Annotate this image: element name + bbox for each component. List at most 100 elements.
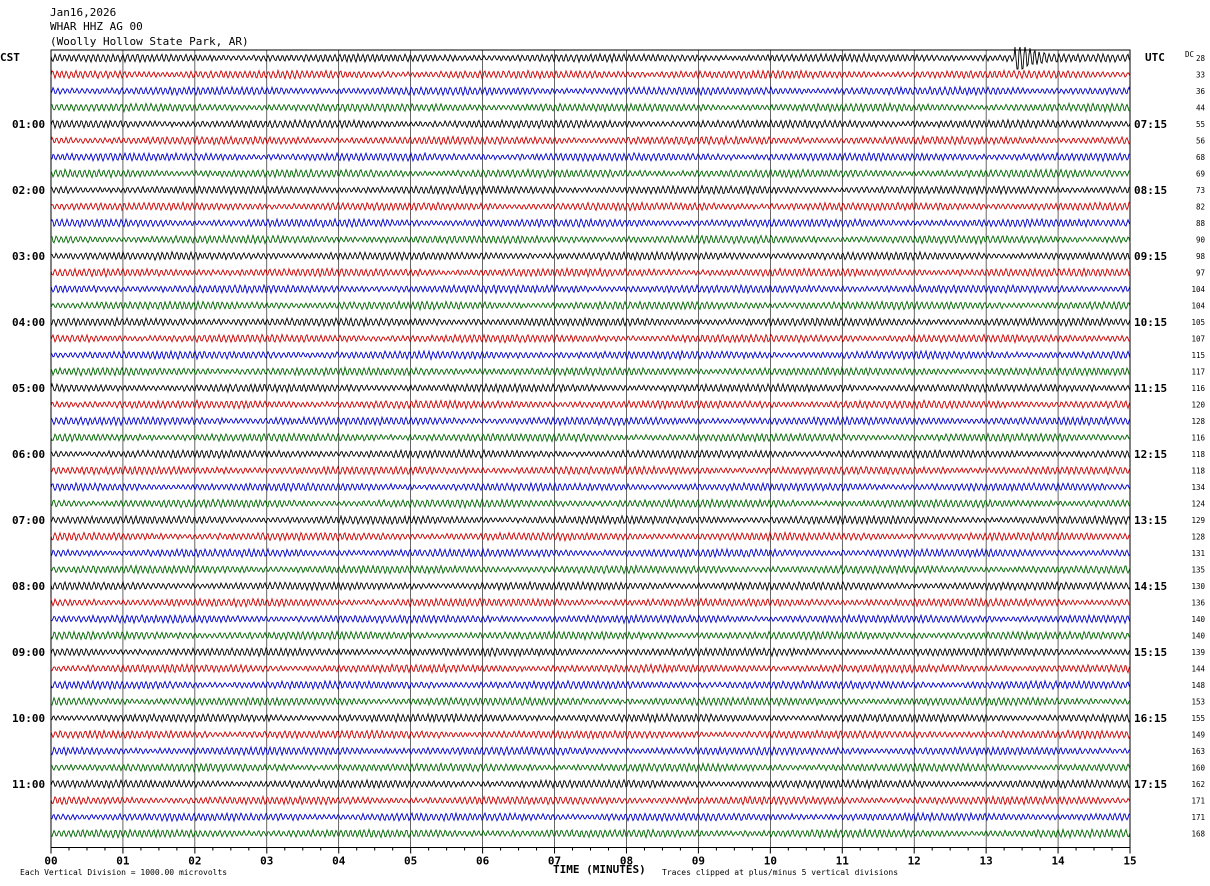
dc-offset-value: 44 [1196,104,1206,113]
dc-offset-value: 117 [1191,368,1205,377]
trace-line-30 [50,547,1131,559]
trace-line-46 [50,811,1131,823]
trace-line-45 [50,794,1131,807]
trace-line-6 [50,151,1131,163]
left-hour-label: 08:00 [12,580,45,593]
trace-line-36 [50,646,1131,658]
dc-offset-value: 33 [1196,71,1205,80]
trace-line-5 [50,134,1131,146]
x-tick-label: 05 [404,855,417,868]
dc-offset-value: 68 [1196,153,1206,162]
header-location: (Woolly Hollow State Park, AR) [50,35,249,48]
trace-line-22 [50,415,1131,427]
right-hour-labels: 07:15 08:15 09:15 10:15 11:15 12:15 13:15 14:15… [1134,118,1167,791]
seismic-traces [50,46,1131,840]
plot-grid [50,49,1131,848]
dc-offset-value: 168 [1191,830,1205,839]
right-hour-label: 07:15 [1134,118,1167,131]
dc-offset-value: 107 [1191,335,1205,344]
trace-line-38 [50,679,1131,691]
x-tick-label: 07 [548,855,561,868]
dc-offset-value: 135 [1191,566,1205,575]
right-hour-label: 13:15 [1134,514,1167,527]
right-hour-label: 15:15 [1134,646,1167,659]
trace-line-3 [50,101,1131,114]
trace-line-17 [50,332,1131,345]
trace-line-19 [50,365,1131,378]
dc-offset-value: 162 [1191,780,1205,789]
dc-offset-value: 90 [1196,236,1206,245]
dc-offset-value: 98 [1196,252,1206,261]
dc-offset-value: 129 [1191,516,1205,525]
dc-offset-value: 136 [1191,599,1205,608]
right-hour-label: 12:15 [1134,448,1167,461]
left-hour-label: 05:00 [12,382,45,395]
trace-line-15 [50,299,1131,312]
clip-note: Traces clipped at plus/minus 5 vertical … [662,868,898,877]
x-tick-label: 09 [692,855,705,868]
dc-offset-value: 144 [1191,665,1205,674]
trace-line-35 [50,629,1131,642]
right-hour-label: 17:15 [1134,778,1167,791]
dc-offset-value: 88 [1196,219,1206,228]
right-hour-label: 16:15 [1134,712,1167,725]
left-hour-label: 06:00 [12,448,45,461]
trace-line-47 [50,827,1131,840]
right-hour-label: 08:15 [1134,184,1167,197]
left-hour-label: 03:00 [12,250,45,263]
left-hour-label: 07:00 [12,514,45,527]
trace-line-14 [50,283,1131,295]
trace-line-11 [50,233,1131,246]
header-station: WHAR HHZ AG 00 [50,20,143,33]
left-hour-label: 09:00 [12,646,45,659]
dc-offset-value: 128 [1191,417,1205,426]
dc-offset-value: 148 [1191,681,1205,690]
x-tick-label: 14 [1051,855,1065,868]
trace-line-24 [50,448,1131,460]
dc-offset-value: 134 [1191,483,1205,492]
left-timezone-label: CST [0,51,20,64]
scale-note: Each Vertical Division = 1000.00 microvo… [20,868,227,877]
dc-offset-value: 124 [1191,500,1205,509]
trace-line-43 [51,761,1131,774]
x-tick-label: 02 [188,855,201,868]
dc-offset-value: 140 [1191,615,1205,624]
dc-offset-value: 171 [1191,797,1205,806]
dc-offset-value: 28 [1196,54,1206,63]
dc-offset-value: 171 [1191,813,1205,822]
dc-offset-value: 160 [1191,764,1205,773]
dc-offset-value: 97 [1196,269,1205,278]
trace-line-25 [50,464,1131,476]
dc-offset-value: 118 [1191,450,1205,459]
dc-offset-labels: 28 33 36 44 55 56 68 69 73 82 88 90 98 97 104 104 105 107… [1191,54,1205,839]
dc-offset-value: 116 [1191,434,1205,443]
trace-line-7 [50,167,1131,179]
trace-line-29 [50,530,1131,543]
trace-line-21 [50,398,1131,411]
x-tick-label: 00 [44,855,57,868]
trace-line-44 [50,778,1131,790]
trace-line-1 [50,68,1131,81]
trace-line-39 [50,696,1131,707]
trace-line-13 [50,266,1131,279]
dc-offset-value: 118 [1191,467,1205,476]
dc-offset-value: 104 [1191,285,1205,294]
trace-line-27 [50,497,1131,510]
x-tick-label: 04 [332,855,346,868]
x-tick-label: 10 [764,855,777,868]
dc-offset-value: 163 [1191,747,1205,756]
left-hour-label: 04:00 [12,316,45,329]
trace-line-16 [50,316,1131,328]
dc-offset-value: 36 [1196,87,1206,96]
left-hour-label: 01:00 [12,118,45,131]
x-tick-label: 11 [836,855,850,868]
x-tick-label: 03 [260,855,273,868]
dc-offset-value: 155 [1191,714,1205,723]
right-hour-label: 14:15 [1134,580,1167,593]
dc-offset-value: 116 [1191,384,1205,393]
trace-line-34 [50,613,1131,625]
trace-line-0 [50,46,1131,70]
right-hour-label: 09:15 [1134,250,1167,263]
trace-line-8 [50,184,1131,196]
dc-offset-value: 153 [1191,698,1205,707]
